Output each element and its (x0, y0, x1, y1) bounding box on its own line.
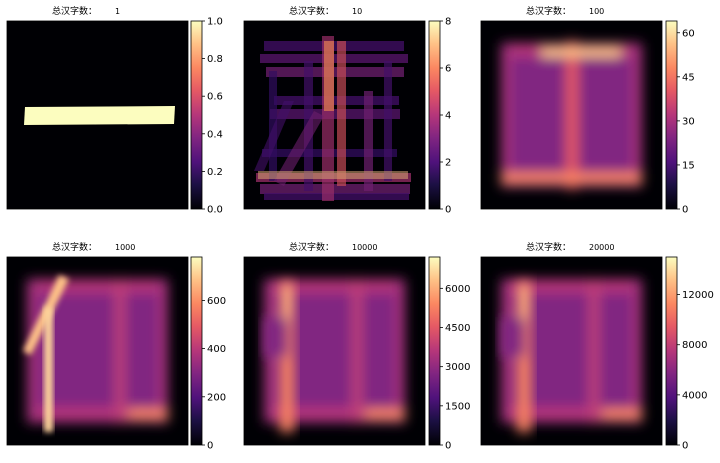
colorbar-tick-label: 4000 (682, 390, 707, 401)
stroke-cell (24, 106, 175, 125)
colorbar-tick-label: 3000 (445, 362, 470, 373)
colorbar-tick-label: 8 (445, 17, 451, 28)
colorbar-tick-label: 4 (445, 111, 451, 122)
panel-4: 总汉字数： 1000 0 200 400 600 (6, 241, 226, 452)
colorbar-tick-label: 0.4 (207, 129, 223, 140)
colorbar-tick-label: 8000 (682, 340, 707, 351)
plot-frame (6, 20, 189, 210)
density-square (501, 41, 642, 189)
left-vertical (264, 282, 294, 432)
colorbar-tick-label: 0.2 (207, 167, 223, 178)
colorbar-tick-label: 6000 (445, 284, 470, 295)
colorbar-tick-label: 400 (207, 344, 226, 355)
colorbar-tick-label: 0 (682, 441, 688, 452)
colorbar-tick-label: 0 (207, 441, 213, 452)
colorbar-tick-label: 4500 (445, 323, 470, 334)
panel-count-label: 1000 (115, 243, 135, 252)
colorbar-tick-label: 12000 (682, 290, 714, 301)
panel-2: 总汉字数： 10 0 2 4 6 8 (243, 5, 451, 216)
colorbar-tick-label: 600 (207, 296, 226, 307)
colorbar-frame (665, 256, 678, 446)
colorbar-tick-label: 200 (207, 392, 226, 403)
colorbar-frame (190, 20, 203, 210)
colorbar-tick-label: 60 (682, 28, 695, 39)
panel-count-label: 10 (352, 7, 362, 16)
panel-title: 总汉字数： (526, 5, 571, 17)
panel-title: 总汉字数： (52, 241, 97, 253)
panel-3: 总汉字数： 100 0 15 30 45 60 (480, 5, 695, 216)
colorbar (666, 21, 677, 209)
plot-frame (480, 20, 663, 210)
colorbar-tick-label: 45 (682, 72, 695, 83)
colorbar-frame (665, 20, 678, 210)
colorbar-tick-label: 0 (445, 205, 451, 216)
colorbar-tick-label: 1500 (445, 401, 470, 412)
overlapped-strokes (254, 36, 411, 201)
panel-title: 总汉字数： (526, 241, 571, 253)
panel-title: 总汉字数： (289, 241, 334, 253)
plot-frame (243, 256, 426, 446)
colorbar-tick-label: 6 (445, 64, 451, 75)
colorbar (191, 21, 202, 209)
left-vertical (501, 282, 531, 432)
colorbar-tick-label: 1.0 (207, 17, 223, 28)
colorbar-tick-label: 0.0 (207, 205, 223, 216)
colorbar-tick-label: 0 (682, 205, 688, 216)
panel-1: 总汉字数： 1 0.0 0.2 0.4 0.6 0.8 1.0 (6, 5, 223, 216)
panel-6: 总汉字数： 20000 0 4000 8000 12000 (480, 241, 714, 452)
left-stroke (23, 275, 69, 432)
colorbar-tick-label: 0.8 (207, 54, 223, 65)
colorbar (191, 257, 202, 445)
colorbar-tick-label: 15 (682, 160, 695, 171)
colorbar (429, 21, 440, 209)
panel-title: 总汉字数： (52, 5, 97, 17)
plot-frame (243, 20, 426, 210)
colorbar-tick-label: 0.6 (207, 92, 223, 103)
colorbar-tick-label: 30 (682, 116, 695, 127)
panel-count-label: 20000 (589, 243, 614, 252)
colorbar-frame (428, 256, 441, 446)
plot-frame (6, 256, 189, 446)
colorbar (429, 257, 440, 445)
panel-5: 总汉字数： 10000 0 1500 3000 4500 6000 (243, 241, 470, 452)
colorbar-tick-label: 0 (445, 441, 451, 452)
colorbar (666, 257, 677, 445)
plot-frame (480, 256, 663, 446)
panel-count-label: 10000 (352, 243, 377, 252)
panel-count-label: 1 (115, 7, 120, 16)
colorbar-frame (190, 256, 203, 446)
panel-title: 总汉字数： (289, 5, 334, 17)
colorbar-tick-label: 2 (445, 158, 451, 169)
panel-count-label: 100 (589, 7, 604, 16)
